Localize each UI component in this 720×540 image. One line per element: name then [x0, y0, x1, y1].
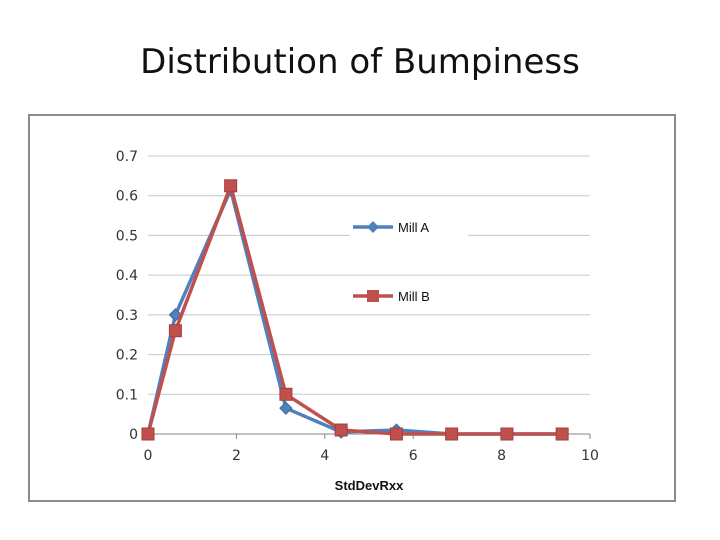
y-tick-label: 0.6: [116, 189, 138, 205]
y-tick-label: 0.4: [116, 268, 138, 284]
x-tick-label: 0: [144, 448, 153, 464]
slide-title: Distribution of Bumpiness: [140, 42, 580, 82]
data-point-square: [555, 427, 569, 441]
data-point-square: [168, 324, 182, 338]
data-point-diamond: [168, 308, 183, 322]
legend-label: Mill B: [398, 289, 430, 304]
x-tick-label: 6: [409, 448, 418, 464]
x-tick-label: 2: [232, 448, 241, 464]
y-tick-label: 0.5: [116, 228, 138, 244]
data-point-square: [500, 427, 514, 441]
y-tick-label: 0: [129, 427, 138, 443]
data-point-square: [279, 387, 293, 401]
y-tick-label: 0.2: [116, 348, 138, 364]
data-point-square: [141, 427, 155, 441]
legend-entry-mill-a: Mill A: [350, 216, 468, 238]
y-tick-label: 0.3: [116, 308, 138, 324]
bumpiness-chart: 0 0.1 0.2 0.3 0.4 0.5 0.6 0.7 0 2 4 6 8 10 StdDevRxx Mi…: [116, 149, 599, 493]
legend-marker-square: [367, 290, 379, 302]
data-point-square: [389, 427, 403, 441]
legend-label: Mill A: [398, 220, 429, 235]
data-point-square: [334, 423, 348, 437]
x-axis-title: StdDevRxx: [335, 478, 404, 493]
y-tick-label: 0.1: [116, 387, 138, 403]
legend-background: [350, 216, 468, 238]
x-tick-label: 4: [320, 448, 329, 464]
legend-background: [350, 285, 468, 307]
x-tick-label: 10: [581, 448, 599, 464]
data-point-square: [224, 179, 238, 193]
legend-entry-mill-b: Mill B: [350, 285, 468, 307]
x-tick-label: 8: [497, 448, 506, 464]
y-tick-label: 0.7: [116, 149, 138, 165]
data-point-diamond: [279, 401, 293, 415]
data-point-square: [445, 427, 459, 441]
legend-marker-diamond: [367, 221, 379, 233]
